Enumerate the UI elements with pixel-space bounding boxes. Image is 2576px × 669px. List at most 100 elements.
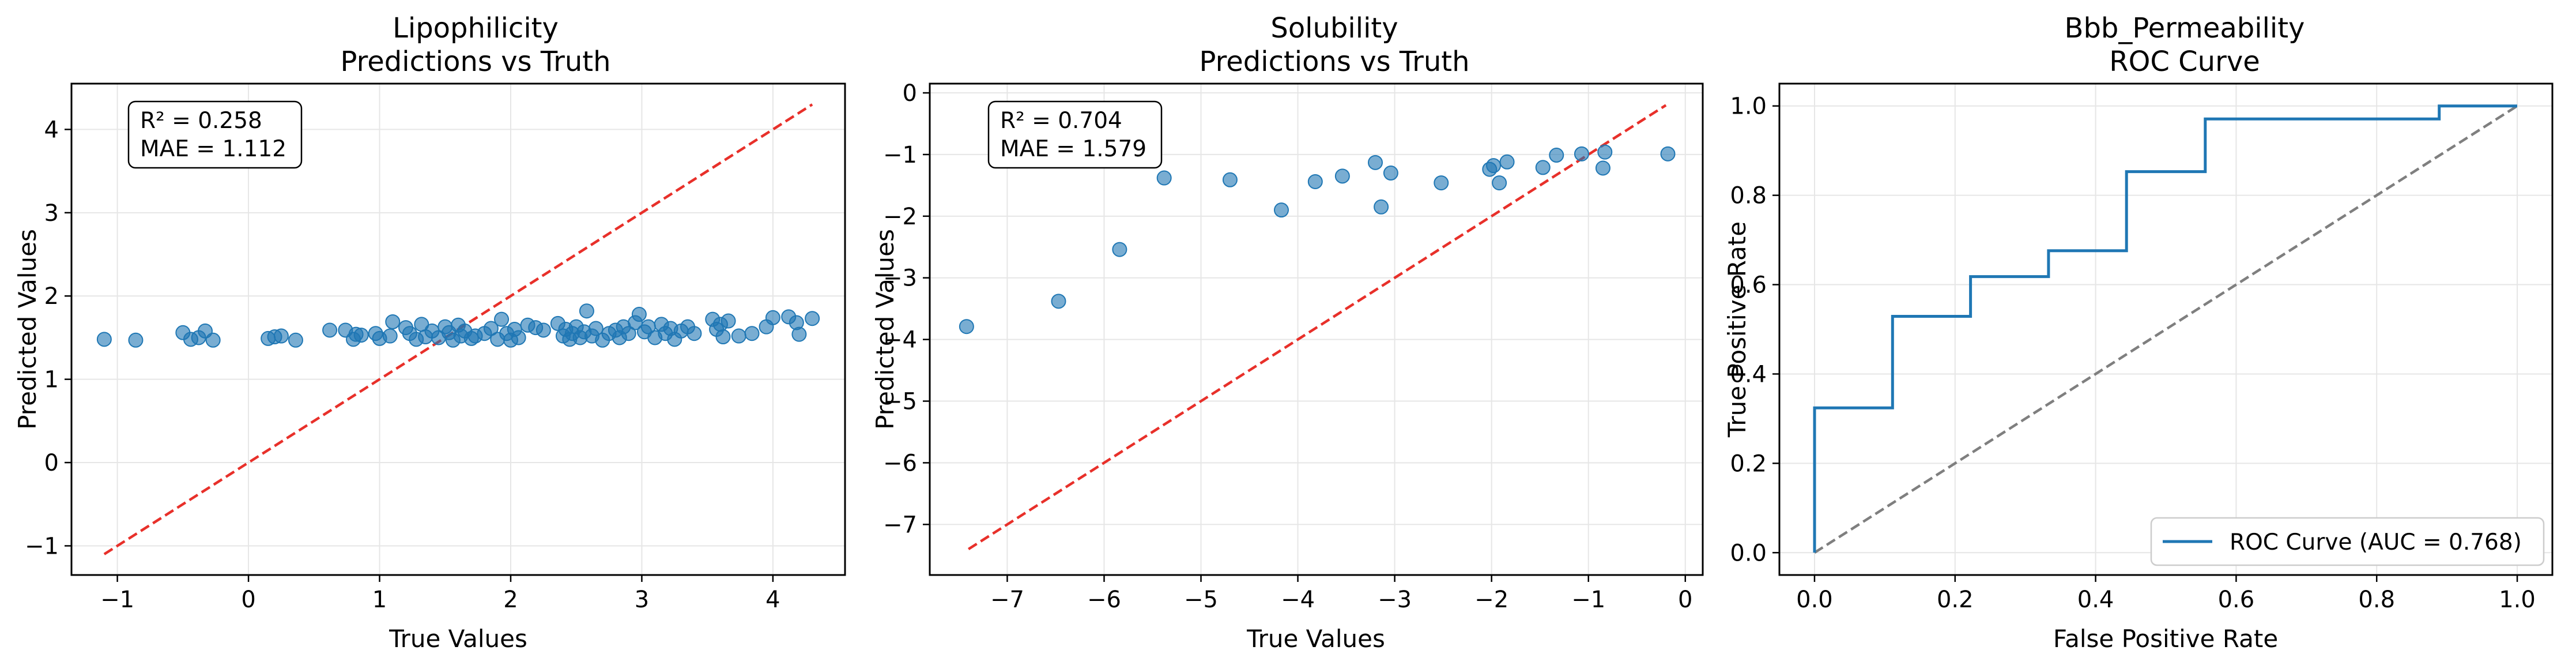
y-tick-label: 0.2 [1730, 450, 1767, 477]
x-tick-label: −6 [1087, 587, 1121, 613]
legend-box [2150, 517, 2545, 566]
scatter-point [588, 321, 604, 336]
scatter-point [1383, 166, 1398, 181]
y-axis-label: Predicted Values [13, 229, 42, 430]
x-axis-label: True Values [1246, 625, 1385, 653]
y-tick-label: −5 [883, 389, 917, 415]
scatter-point [1307, 174, 1323, 189]
scatter-point [1574, 146, 1589, 161]
scatter-point [1499, 154, 1515, 170]
x-tick-label: 1.0 [2499, 587, 2536, 613]
scatter-point [1486, 158, 1502, 174]
panel-title-line1: Solubility [1270, 12, 1398, 44]
stats-r2: R² = 0.704 [1000, 108, 1122, 134]
x-tick-label: 0.6 [2218, 587, 2255, 613]
panel-title-line2: Predictions vs Truth [1199, 46, 1469, 78]
x-tick-label: −4 [1281, 587, 1315, 613]
y-tick-label: 1.0 [1730, 93, 1767, 120]
x-tick-label: 0 [1678, 587, 1692, 613]
scatter-point [1597, 144, 1613, 160]
legend: ROC Curve (AUC = 0.768) [2150, 517, 2545, 566]
x-tick-label: −1 [1571, 587, 1605, 613]
y-tick-label: −6 [883, 450, 917, 476]
x-tick-label: 0.8 [2358, 587, 2395, 613]
x-tick-label: 3 [635, 587, 649, 613]
scatter-point [1112, 242, 1127, 257]
scatter-point [731, 328, 746, 344]
y-tick-label: −1 [883, 142, 917, 168]
stats-box: R² = 0.258 MAE = 1.112 [127, 100, 303, 169]
scatter-point [1434, 175, 1449, 191]
y-tick-label: −2 [883, 204, 917, 230]
scatter-point [805, 311, 820, 326]
y-axis-label: Predicted Values [871, 229, 899, 430]
x-tick-label: 2 [503, 587, 518, 613]
scatter-point [1660, 146, 1676, 161]
stats-r2: R² = 0.258 [140, 108, 262, 134]
tick-labels: −7 −6 −5 −4 −3 −2 −1 0 −7 −6 −5 −4 −3 −2 −1 0 [883, 80, 1692, 613]
y-tick-label: 4 [44, 116, 59, 143]
x-tick-label: 0.4 [2077, 587, 2114, 613]
x-tick-label: 0.0 [1796, 587, 1833, 613]
scatter-point [1368, 155, 1383, 170]
x-tick-label: −2 [1474, 587, 1508, 613]
data-marks [959, 104, 1676, 551]
scatter-point [791, 326, 807, 342]
scatter-point [353, 328, 369, 343]
solubility-panel: Solubility Predictions vs Truth −7 −6 −5 −4… [871, 12, 1704, 653]
y-tick-label: 0.4 [1730, 361, 1767, 388]
panel-title-line1: Bbb_Permeability [2065, 12, 2305, 44]
legend-label: ROC Curve (AUC = 0.768) [2230, 529, 2522, 555]
axes-frame [70, 82, 846, 576]
scatter-point [535, 322, 551, 338]
scatter-point [687, 326, 702, 341]
scatter-point [721, 313, 736, 329]
x-tick-label: −7 [990, 587, 1024, 613]
axes-frame [929, 82, 1704, 576]
scatter-point [631, 307, 647, 322]
scatter-point [96, 332, 112, 347]
axes-frame [1778, 82, 2554, 576]
chance-line [1813, 104, 2518, 554]
x-tick-label: −1 [100, 587, 134, 613]
bbb-permeability-panel: Bbb_Permeability ROC Curve 0.0 0.2 0.4 0.6 0… [1723, 12, 2554, 653]
y-tick-label: −3 [883, 265, 917, 292]
scatter-point [1274, 202, 1289, 218]
scatter-point [744, 326, 760, 341]
x-tick-label: 0.2 [1937, 587, 1974, 613]
panel-title-line2: Predictions vs Truth [340, 46, 610, 78]
scatter-point [1222, 172, 1238, 187]
x-tick-label: 4 [765, 587, 780, 613]
stats-mae: MAE = 1.112 [140, 136, 286, 162]
lipophilicity-panel: Lipophilicity Predictions vs Truth −1 0 1 2… [13, 12, 846, 653]
scatter-point [1374, 199, 1389, 215]
y-tick-label: 0.6 [1730, 272, 1767, 299]
scatter-point [1549, 148, 1564, 163]
scatter-point [483, 321, 499, 336]
y-tick-label: −4 [883, 327, 917, 354]
x-tick-label: −5 [1184, 587, 1218, 613]
x-tick-label: 1 [372, 587, 387, 613]
scatter-point [273, 328, 289, 344]
x-tick-label: −3 [1378, 587, 1412, 613]
scatter-point [205, 332, 221, 348]
scatter-point [511, 330, 526, 345]
x-axis-label: True Values [389, 625, 527, 653]
scatter-point [1492, 175, 1507, 191]
roc-curve [1813, 104, 2517, 553]
scatter-point [579, 303, 594, 319]
scatter-point [959, 319, 974, 334]
panel-title-line1: Lipophilicity [393, 12, 559, 44]
grid [930, 84, 1703, 575]
y-tick-label: 0.0 [1730, 540, 1767, 566]
scatter-point [322, 322, 338, 338]
y-tick-label: 0 [903, 80, 917, 107]
y-tick-label: 1 [44, 367, 59, 393]
tick-labels: −1 0 1 2 3 4 −1 0 1 2 3 4 [25, 116, 780, 613]
stats-box: R² = 0.704 MAE = 1.579 [987, 100, 1163, 169]
scatter-point [621, 326, 636, 341]
scatter-point [765, 310, 780, 325]
scatter-point [128, 332, 144, 348]
identity-line [968, 104, 1667, 551]
